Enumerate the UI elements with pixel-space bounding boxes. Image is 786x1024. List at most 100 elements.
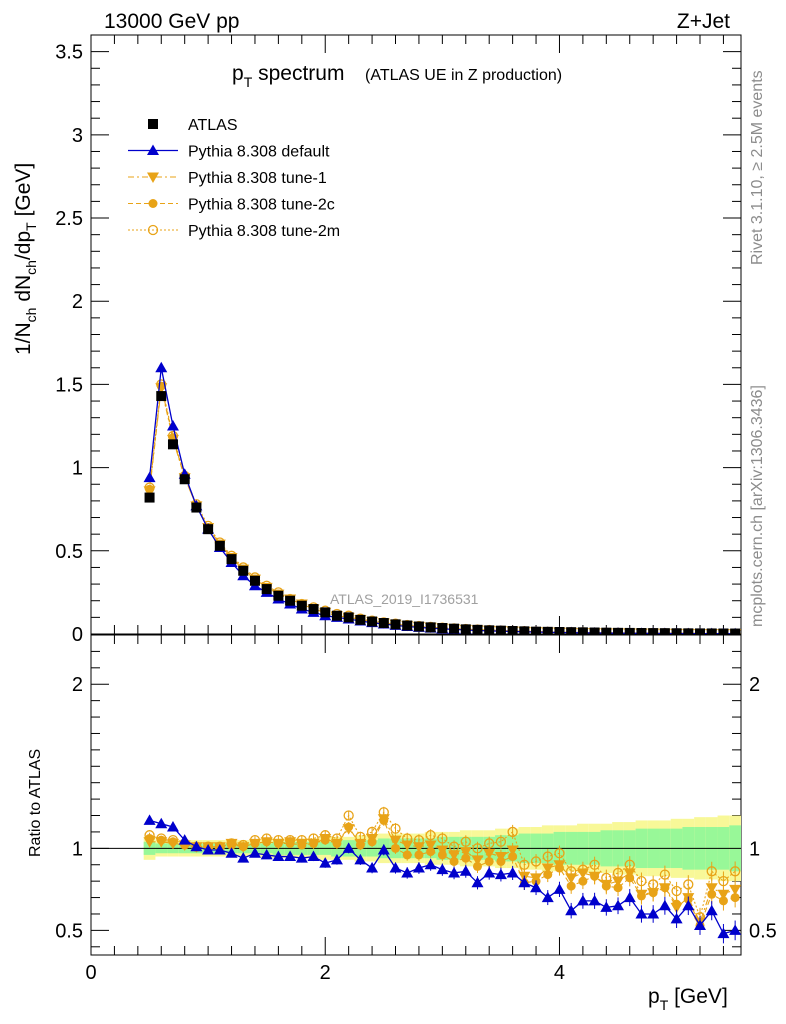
main-data-point	[296, 600, 307, 611]
ratio-data-point	[377, 843, 390, 855]
main-axis-ticks: 0 0.5 1 1.5 2 2.5 3 3.5	[55, 34, 741, 646]
ratio-data-point	[295, 852, 308, 863]
legend-label: Pythia 8.308 tune-2c	[188, 197, 335, 214]
ratio-data-point	[670, 902, 683, 914]
legend-marker	[147, 224, 159, 236]
ratio-xtick-label: 2	[320, 962, 331, 984]
ratio-data-point	[588, 871, 601, 883]
header-left: 13000 GeV pp	[104, 10, 239, 33]
ratio-data-point	[600, 901, 613, 912]
ratio-data-point	[706, 866, 717, 877]
legend-marker	[147, 144, 159, 155]
main-data-point	[203, 524, 214, 535]
main-ytick-label: 1.5	[55, 374, 83, 396]
ratio-plot-frame	[90, 634, 742, 956]
ratio-data-point	[436, 863, 449, 875]
main-data-point	[155, 361, 168, 373]
ratio-data-point	[414, 850, 424, 860]
ratio-data-point	[717, 927, 730, 939]
ratio-xtick-label: 0	[85, 962, 96, 984]
ratio-data-point	[319, 857, 332, 868]
ratio-data-point	[436, 845, 449, 856]
ratio-xlabel: pT [GeV]	[648, 985, 728, 1013]
main-data-point	[460, 624, 471, 634]
ratio-data-point	[484, 856, 494, 866]
ratio-data-point	[389, 835, 402, 847]
ratio-data-point	[260, 837, 273, 848]
main-data-point	[624, 627, 635, 634]
main-data-point	[730, 628, 741, 634]
ratio-data-point	[389, 862, 402, 873]
main-data-point	[273, 590, 284, 601]
ratio-data-point	[155, 817, 168, 829]
ratio-ytick-label-right: 0.5	[749, 920, 777, 942]
ratio-data-point	[541, 863, 554, 875]
ratio-data-point	[553, 860, 566, 871]
main-ytick-label: 3	[72, 125, 83, 147]
ratio-data-point	[705, 883, 718, 894]
ratio-data-point	[166, 838, 179, 850]
ratio-data-point	[506, 866, 519, 878]
ratio-data-point	[342, 824, 355, 835]
ratio-data-point	[658, 899, 671, 911]
main-data-point	[671, 628, 682, 634]
ratio-data-point	[459, 847, 472, 858]
ratio-ytick-label-left: 1	[72, 838, 83, 860]
ratio-data-point	[354, 853, 367, 865]
ratio-data-point	[272, 838, 285, 850]
main-data-point	[285, 595, 296, 606]
main-ytick-label: 2	[72, 291, 83, 313]
ratio-data-point	[518, 876, 531, 888]
ratio-data-point	[354, 838, 367, 850]
ratio-data-point	[623, 891, 636, 903]
main-data-point	[484, 625, 495, 634]
ratio-data-point	[401, 866, 414, 878]
ratio-data-point	[647, 907, 660, 919]
analysis-watermark: ATLAS_2019_I1736531	[330, 591, 479, 607]
main-data-point	[214, 540, 225, 551]
main-data-point	[449, 623, 460, 634]
ratio-data-point	[461, 853, 471, 863]
main-ytick-label: 2.5	[55, 208, 83, 230]
main-data-point	[519, 626, 530, 634]
ratio-data-point	[530, 873, 543, 884]
ratio-data-point	[729, 924, 741, 935]
ratio-data-point	[248, 838, 261, 850]
main-ytick-label: 3.5	[55, 42, 83, 64]
title-main: pT spectrum	[232, 62, 344, 90]
main-data-point	[554, 627, 565, 634]
main-data-point	[261, 584, 272, 595]
main-data-point	[167, 439, 178, 450]
legend-marker	[148, 199, 158, 208]
ratio-data-point	[342, 842, 355, 853]
legend-marker	[148, 119, 158, 129]
ratio-data-point	[225, 847, 238, 858]
ratio-data-point	[553, 883, 566, 894]
main-data-point	[659, 628, 670, 634]
ratio-data-point	[424, 840, 437, 852]
main-data-point	[577, 627, 588, 634]
main-data-point	[226, 554, 237, 565]
ratio-data-point	[717, 889, 730, 901]
main-data-point	[144, 492, 155, 503]
ratio-axis-ticks: 0.5 0.5 1 1 2 2 0 2 4	[55, 635, 777, 984]
ratio-data-point	[507, 826, 518, 838]
ratio-data-point	[483, 866, 496, 878]
ratio-data-point	[729, 884, 741, 896]
ratio-data-point	[694, 919, 707, 930]
main-data-point	[566, 627, 577, 634]
ratio-data-point	[319, 833, 332, 845]
ratio-data-point	[330, 853, 343, 865]
main-data-point	[249, 575, 260, 586]
ratio-data-point	[588, 894, 601, 906]
main-data-point	[613, 627, 624, 634]
main-data-point	[683, 628, 694, 634]
ratio-data-point	[494, 852, 507, 863]
ratio-data-point	[166, 821, 179, 832]
ratio-data-point	[471, 876, 484, 888]
title-paren: (ATLAS UE in Z production)	[365, 67, 562, 84]
ratio-data-point	[506, 845, 519, 856]
main-data-point	[402, 620, 413, 631]
main-data-point	[706, 628, 717, 634]
